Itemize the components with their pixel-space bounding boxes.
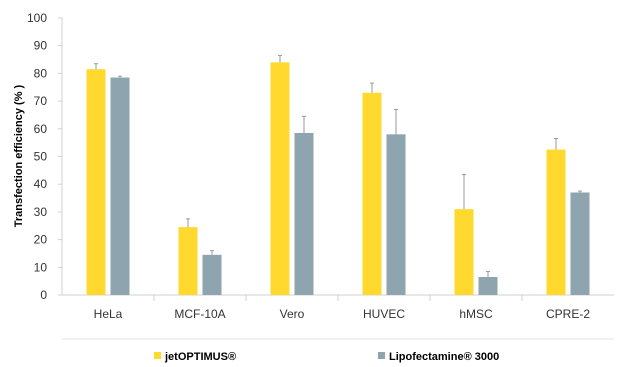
- bar-lipofectamine-cpre-2: [570, 192, 590, 295]
- x-tick-label: CPRE-2: [546, 307, 590, 321]
- y-tick-label: 50: [34, 150, 48, 164]
- legend: jetOPTIMUS® Lipofectamine® 3000: [154, 351, 499, 363]
- bar-jetoptimus-cpre-2: [546, 149, 566, 295]
- bars-group: [86, 54, 590, 296]
- y-tick-label: 30: [34, 205, 48, 219]
- bar-jetoptimus-huvec: [362, 92, 382, 295]
- legend-label: jetOPTIMUS®: [164, 351, 236, 363]
- y-tick-label: 100: [27, 11, 47, 25]
- x-tick-label: hMSC: [459, 307, 493, 321]
- legend-swatch: [154, 352, 161, 359]
- y-tick-label: 10: [34, 260, 48, 274]
- y-axis-label: Transfection efficiency (% ): [13, 84, 25, 227]
- y-axis: 0 10 20 30 40 50 60 70 80 90 100: [27, 11, 62, 302]
- y-tick-label: 70: [34, 94, 48, 108]
- y-tick-label: 0: [40, 288, 47, 302]
- bar-lipofectamine-hela: [110, 77, 130, 296]
- y-tick-label: 90: [34, 39, 48, 53]
- bar-jetoptimus-vero: [270, 62, 290, 295]
- x-tick-label: MCF-10A: [174, 307, 225, 321]
- y-tick-label: 60: [34, 122, 48, 136]
- x-tick-label: HUVEC: [363, 307, 405, 321]
- bar-jetoptimus-hmsc: [454, 209, 474, 295]
- x-axis: HeLa MCF-10A Vero HUVEC hMSC CPRE-2: [94, 295, 590, 321]
- y-tick-label: 80: [34, 66, 48, 80]
- bar-lipofectamine-vero: [294, 132, 314, 295]
- bar-lipofectamine-mcf-10a: [202, 254, 222, 295]
- bar-jetoptimus-mcf-10a: [178, 227, 198, 295]
- x-tick-label: Vero: [280, 307, 305, 321]
- bar-jetoptimus-hela: [86, 69, 106, 296]
- bar-lipofectamine-hmsc: [478, 276, 498, 295]
- y-tick-label: 40: [34, 177, 48, 191]
- x-tick-label: HeLa: [94, 307, 123, 321]
- bar-lipofectamine-huvec: [386, 134, 406, 295]
- legend-label: Lipofectamine® 3000: [389, 351, 499, 363]
- y-tick-label: 20: [34, 233, 48, 247]
- legend-swatch: [378, 352, 385, 359]
